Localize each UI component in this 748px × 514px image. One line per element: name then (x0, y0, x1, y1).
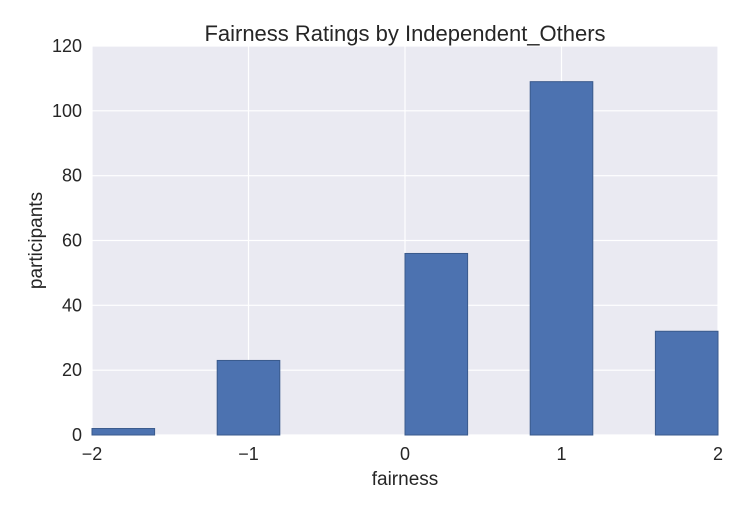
y-tick-label: 0 (72, 425, 82, 445)
y-axis-label: participants (26, 192, 47, 289)
y-tick-label: 100 (52, 101, 82, 121)
bar (91, 428, 156, 436)
x-axis-label: fairness (372, 469, 439, 490)
y-tick-label: 20 (62, 360, 82, 380)
bar (404, 252, 469, 436)
y-tick-label: 80 (62, 166, 82, 186)
x-tick-label: 1 (556, 444, 566, 464)
bar (654, 330, 719, 436)
x-tick-label: −1 (238, 444, 259, 464)
bar (216, 359, 281, 436)
x-tick-label: 0 (400, 444, 410, 464)
x-tick-label: −2 (82, 444, 103, 464)
x-tick-labels: −2 −1 0 1 2 (82, 444, 723, 464)
y-tick-label: 60 (62, 231, 82, 251)
bar (529, 81, 594, 436)
y-tick-labels: 0 20 40 60 80 100 120 (52, 36, 82, 445)
y-tick-label: 40 (62, 295, 82, 315)
chart-title: Fairness Ratings by Independent_Others (204, 21, 605, 46)
bars (91, 81, 719, 436)
x-tick-label: 2 (713, 444, 723, 464)
grid-lines (91, 45, 719, 436)
y-tick-label: 120 (52, 36, 82, 56)
